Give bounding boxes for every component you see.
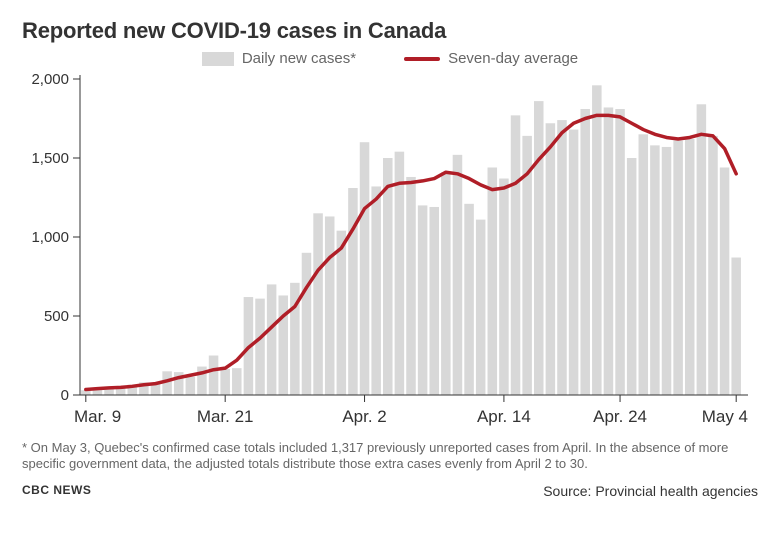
bar [476,220,486,395]
x-tick-label: Apr. 24 [593,407,647,426]
y-tick-label: 1,000 [31,229,69,246]
bar [546,123,556,395]
bar [511,115,521,395]
bar [302,253,312,395]
bar [604,107,614,395]
bar [232,368,242,395]
y-tick-label: 2,000 [31,71,69,88]
bar [615,109,625,395]
x-tick-label: Mar. 9 [74,407,121,426]
bar [488,167,498,395]
bar [360,142,370,395]
chart-svg: 0 500 1,000 1,500 2,000 Mar. 9 Mar. 21 Apr. 2 Ap… [22,69,758,429]
bar [441,172,451,395]
bar [186,377,196,395]
bar [209,356,219,396]
bar [337,231,347,395]
bar [697,104,707,395]
legend-line-label: Seven-day average [448,50,578,67]
legend-item-line: Seven-day average [404,50,578,67]
bar [720,167,730,395]
bar [592,85,602,395]
bar [395,152,405,395]
legend: Daily new cases* Seven-day average [22,50,758,67]
bar [569,130,579,395]
y-tick-label: 0 [61,387,69,404]
chart-title: Reported new COVID-19 cases in Canada [22,18,758,44]
bar [325,216,335,395]
x-tick-label: Apr. 2 [342,407,386,426]
source-label: Source: Provincial health agencies [543,483,758,499]
bar [313,213,323,395]
bar [116,389,126,395]
bar [627,158,637,395]
brand-label: CBC NEWS [22,483,91,499]
bar [220,369,230,395]
bar [673,141,683,395]
bar [580,109,590,395]
bar [371,186,381,395]
legend-item-bars: Daily new cases* [202,50,356,67]
bar [464,204,474,395]
x-tick-label: Mar. 21 [197,407,254,426]
x-tick-label: May 4 [702,407,748,426]
legend-bars-label: Daily new cases* [242,50,356,67]
bar [499,179,509,395]
bar [429,207,439,395]
bar [650,145,660,395]
x-tick-label: Apr. 14 [477,407,531,426]
bar [255,299,265,395]
y-tick-label: 500 [44,308,69,325]
bar [348,188,358,395]
bar [534,101,544,395]
bar [639,134,649,395]
bar [731,258,741,395]
bar [453,155,463,395]
bottom-row: CBC NEWS Source: Provincial health agenc… [22,483,758,499]
y-tick-label: 1,500 [31,150,69,167]
chart-container: Reported new COVID-19 cases in Canada Da… [0,0,780,550]
chart-footnote: * On May 3, Quebec's confirmed case tota… [22,440,758,473]
bar [557,120,567,395]
legend-line-swatch [404,57,440,61]
chart-plot: 0 500 1,000 1,500 2,000 Mar. 9 Mar. 21 Apr. 2 Ap… [22,69,758,434]
bar [278,295,288,395]
bar [662,147,672,395]
bar [406,177,416,395]
bar [383,158,393,395]
bar [685,139,695,395]
bar [708,136,718,395]
bar [418,205,428,395]
bar [267,284,277,395]
legend-bar-swatch [202,52,234,66]
